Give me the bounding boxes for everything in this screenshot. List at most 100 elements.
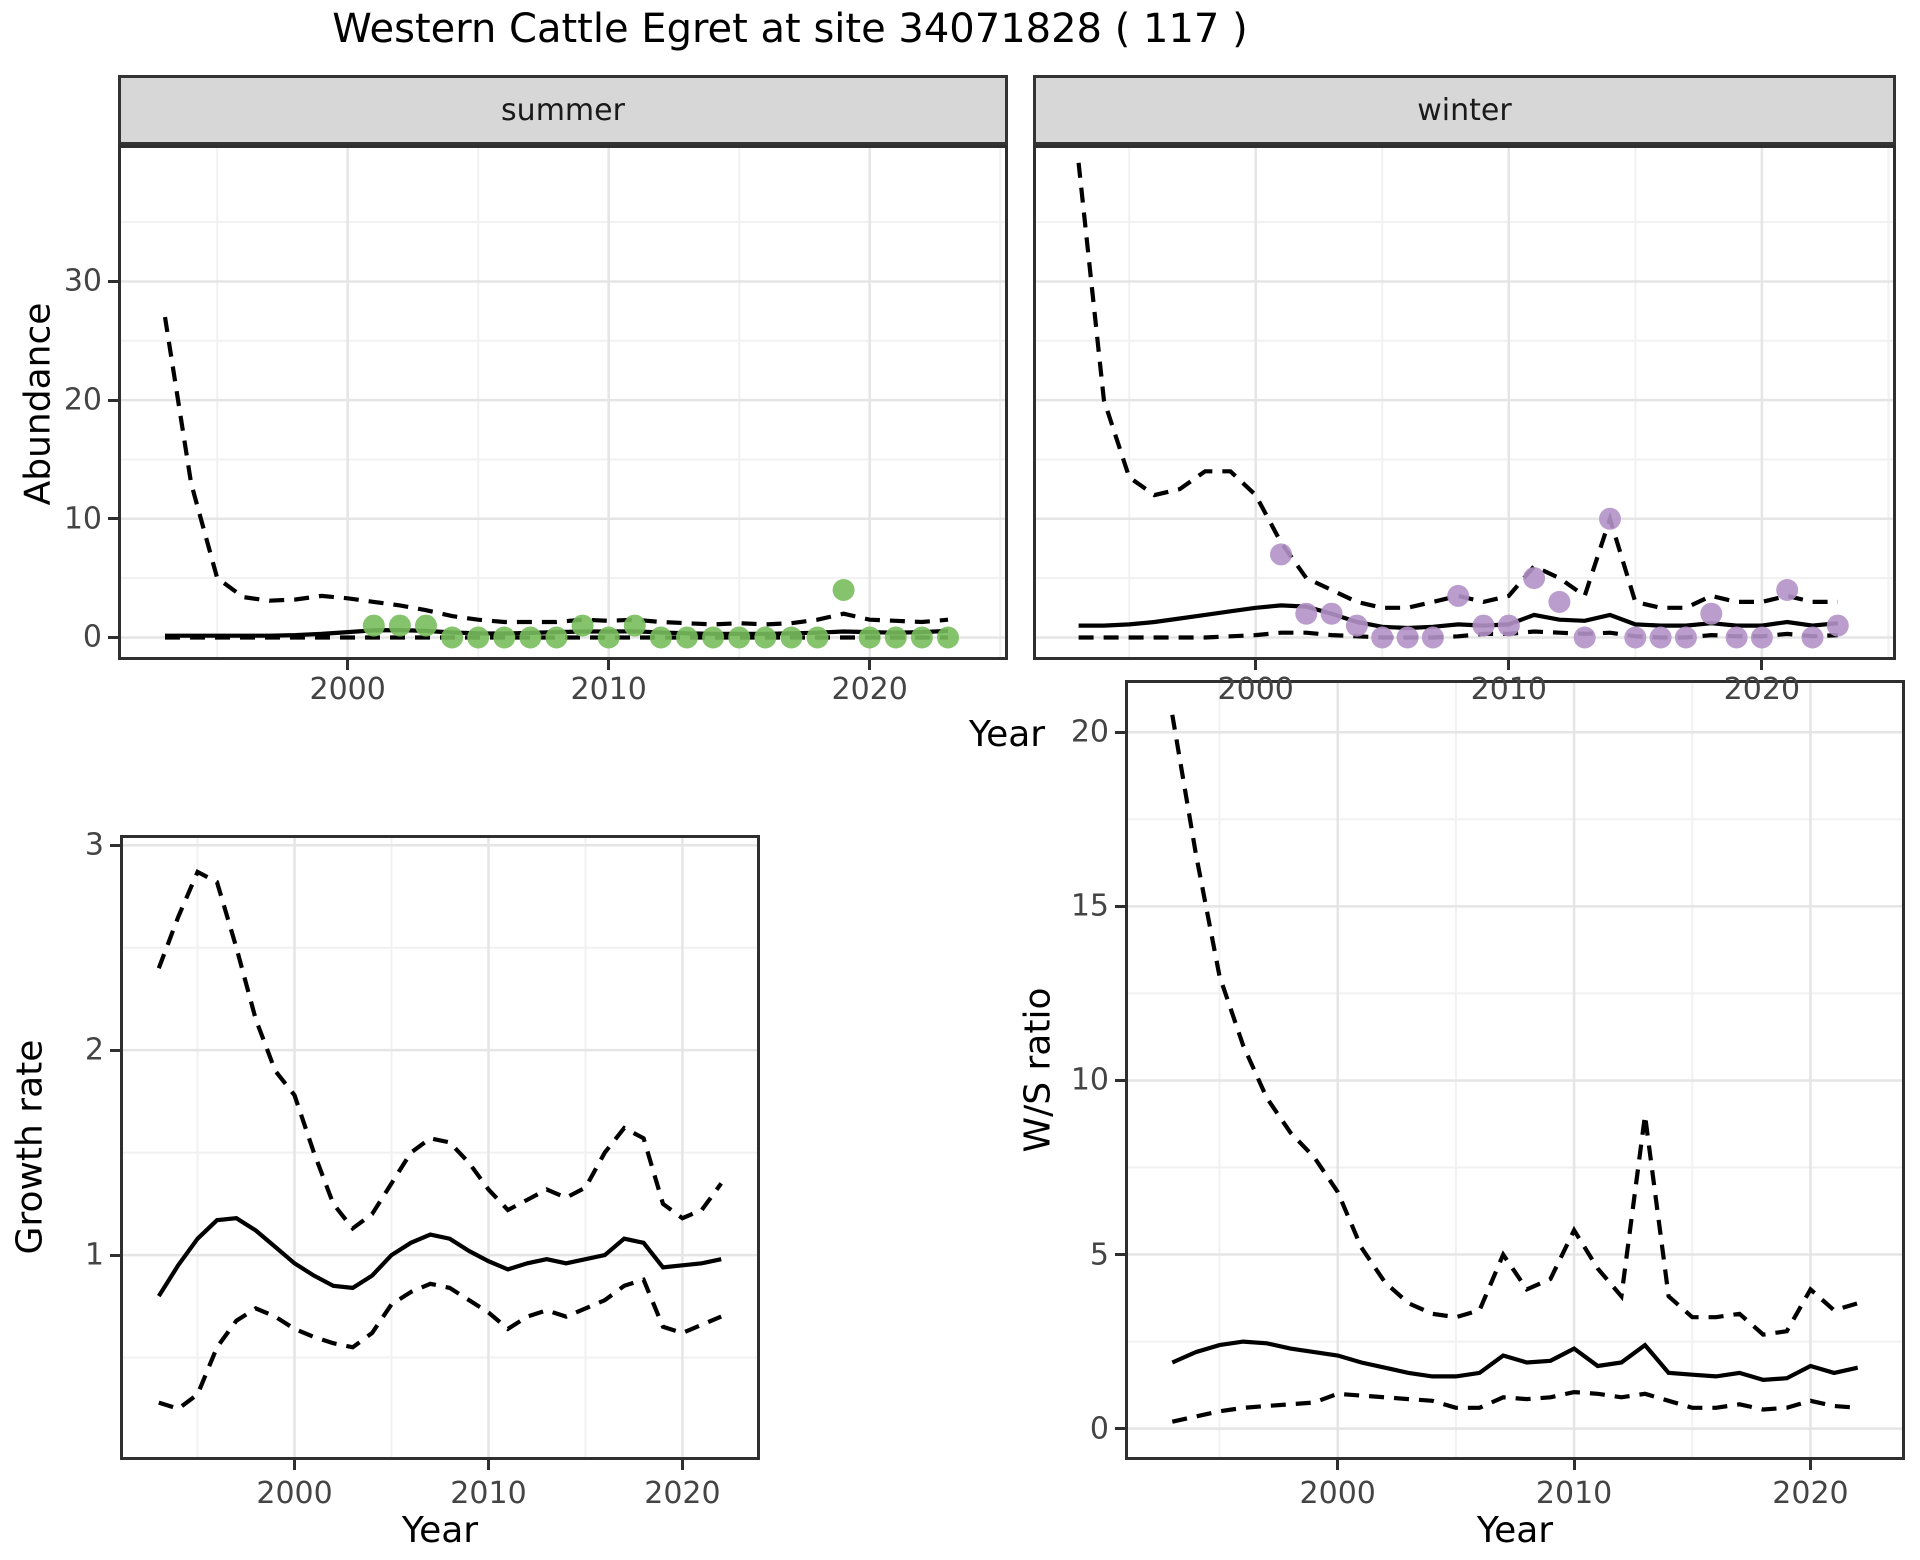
series-mean	[1171, 1339, 1859, 1383]
x-tick-label: 2010	[570, 672, 647, 707]
x-tick-label: 2020	[1723, 672, 1801, 707]
data-point-observed_counts	[623, 614, 646, 637]
data-point-observed_counts	[1725, 626, 1748, 649]
y-tick-mark	[110, 843, 120, 847]
series-mean	[157, 1216, 722, 1298]
y-tick-label: 5	[1089, 1237, 1109, 1273]
data-point-observed_counts	[441, 626, 464, 649]
series-lower_ci	[1171, 1389, 1858, 1424]
data-point-observed_counts	[754, 626, 777, 649]
y-tick-mark	[1115, 1078, 1125, 1082]
y-tick-label: 2	[84, 1032, 104, 1068]
data-point-observed_counts	[1599, 507, 1621, 530]
winter-abundance-panel	[1033, 145, 1896, 660]
data-point-observed_counts	[1750, 626, 1773, 649]
x-tick-mark	[1254, 660, 1258, 670]
ws-y-axis-title: W/S ratio	[1017, 987, 1059, 1153]
series-mean	[1078, 603, 1838, 631]
abundance-y-axis-title: Abundance	[17, 302, 59, 506]
data-point-observed_counts	[1396, 626, 1419, 649]
data-point-observed_counts	[1421, 626, 1444, 649]
data-point-observed_counts	[1649, 626, 1672, 649]
x-tick-mark	[1760, 660, 1764, 670]
data-point-observed_counts	[1472, 614, 1495, 637]
data-point-observed_counts	[1295, 602, 1318, 625]
y-tick-mark	[108, 279, 118, 283]
x-tick-label: 2000	[1217, 672, 1294, 707]
x-tick-mark	[868, 660, 872, 670]
x-tick-mark	[1336, 1460, 1340, 1470]
data-point-observed_counts	[493, 626, 516, 649]
series-upper_ci	[156, 868, 723, 1232]
data-point-observed_counts	[780, 626, 803, 649]
data-point-observed_counts	[676, 626, 698, 649]
growth-y-axis-title: Growth rate	[9, 1039, 51, 1255]
y-tick-mark	[1115, 730, 1125, 734]
x-tick-mark	[680, 1460, 684, 1470]
ws-ratio-panel	[1125, 680, 1905, 1460]
data-point-observed_counts	[1548, 590, 1571, 613]
x-tick-mark	[1808, 1460, 1812, 1470]
facet-strip-winter-label: winter	[1417, 92, 1512, 128]
y-tick-mark	[110, 1048, 120, 1052]
data-point-observed_counts	[1523, 567, 1546, 590]
data-point-observed_counts	[1776, 579, 1799, 601]
data-point-observed_counts	[1573, 626, 1596, 649]
y-tick-label: 0	[1089, 1411, 1109, 1447]
y-tick-label: 20	[1070, 714, 1109, 750]
y-tick-mark	[1115, 1253, 1125, 1257]
data-point-observed_counts	[597, 626, 620, 649]
data-point-observed_counts	[649, 626, 672, 649]
y-tick-label: 1	[84, 1237, 104, 1273]
data-point-observed_counts	[1447, 584, 1470, 607]
y-tick-mark	[1115, 1427, 1125, 1431]
data-point-observed_counts	[362, 614, 385, 637]
data-point-observed_counts	[702, 626, 725, 649]
data-point-observed_counts	[545, 626, 568, 649]
y-tick-label: 10	[63, 501, 102, 537]
x-tick-mark	[1507, 660, 1511, 670]
data-point-observed_counts	[884, 626, 907, 649]
x-tick-mark	[607, 660, 611, 670]
y-tick-label: 3	[84, 827, 104, 863]
data-point-observed_counts	[910, 626, 933, 649]
chart-title: Western Cattle Egret at site 34071828 ( …	[332, 6, 1248, 52]
series-lower_ci	[158, 1277, 723, 1412]
data-point-observed_counts	[571, 614, 594, 637]
data-point-observed_counts	[1624, 626, 1647, 649]
data-point-observed_counts	[1270, 543, 1292, 566]
x-tick-label: 2000	[309, 672, 386, 707]
data-point-observed_counts	[388, 614, 411, 637]
data-point-observed_counts	[832, 579, 855, 601]
data-point-observed_counts	[1826, 614, 1849, 637]
x-tick-label: 2020	[1772, 1476, 1849, 1511]
data-point-observed_counts	[858, 626, 881, 649]
data-point-observed_counts	[1497, 614, 1520, 637]
y-tick-mark	[1115, 904, 1125, 908]
data-point-observed_counts	[806, 626, 829, 649]
data-point-observed_counts	[1345, 614, 1368, 637]
panel-border	[120, 835, 760, 1460]
facet-strip-summer-label: summer	[501, 92, 625, 128]
data-point-observed_counts	[1371, 626, 1394, 649]
x-tick-label: 2010	[1535, 1476, 1613, 1511]
x-tick-mark	[293, 1460, 297, 1470]
x-tick-mark	[1572, 1460, 1576, 1470]
y-tick-label: 10	[1070, 1062, 1109, 1098]
data-point-observed_counts	[728, 626, 751, 649]
x-tick-label: 2000	[256, 1476, 333, 1511]
summer-abundance-panel	[118, 145, 1008, 660]
x-tick-label: 2010	[1470, 672, 1547, 707]
panel-border	[1033, 145, 1896, 660]
series-upper_ci	[162, 316, 949, 627]
data-point-observed_counts	[1700, 602, 1723, 625]
x-tick-mark	[486, 1460, 490, 1470]
growth-x-axis-title: Year	[401, 1510, 479, 1551]
facet-strip-summer: summer	[118, 75, 1008, 145]
x-tick-label: 2000	[1299, 1476, 1376, 1511]
data-point-observed_counts	[519, 626, 542, 649]
x-tick-label: 2010	[450, 1476, 527, 1511]
y-tick-mark	[108, 398, 118, 402]
x-tick-label: 2020	[644, 1476, 721, 1511]
